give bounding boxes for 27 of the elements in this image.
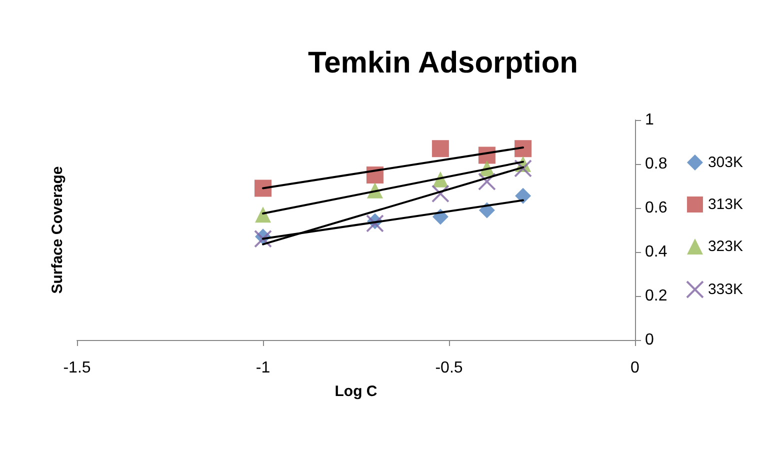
y-tick-label: 0 — [645, 332, 654, 348]
y-tick-label: 0.2 — [645, 288, 668, 304]
legend-label: 303K — [708, 154, 744, 171]
point — [254, 230, 272, 248]
y-tick-label: 0.8 — [645, 156, 668, 172]
chart-title: Temkin Adsorption — [308, 46, 578, 80]
point — [431, 184, 450, 203]
point — [514, 140, 532, 158]
point — [478, 172, 496, 191]
point — [515, 188, 532, 204]
x-tick-label: -1 — [256, 360, 270, 376]
legend-label: 323K — [708, 238, 744, 255]
point — [255, 206, 271, 223]
y-tick-label: 1 — [645, 112, 654, 128]
point — [432, 140, 449, 158]
y-tick-label: 0.4 — [645, 244, 668, 260]
x-tick-label: 0 — [630, 360, 640, 376]
legend-label: 333K — [708, 281, 744, 298]
x-tick-label: -1.5 — [63, 360, 91, 376]
x-tick-label: -0.5 — [435, 360, 463, 376]
x-axis-title: Log C — [334, 383, 378, 400]
point — [514, 159, 532, 178]
legend-label: 313K — [708, 196, 744, 213]
y-axis-title: Surface Coverage — [49, 166, 66, 294]
point — [366, 214, 384, 232]
point — [254, 180, 272, 197]
y-tick-label: 0.6 — [645, 200, 668, 216]
